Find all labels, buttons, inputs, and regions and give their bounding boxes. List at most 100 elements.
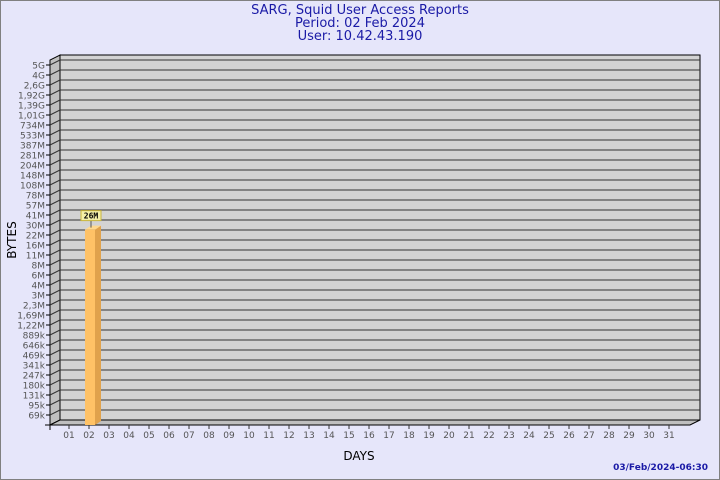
y-tick-label: 1,39G	[18, 102, 45, 112]
x-tick-label: 18	[403, 431, 415, 441]
gridline-side	[49, 329, 61, 336]
floor	[49, 419, 701, 426]
x-tick-label: 29	[623, 431, 635, 441]
x-tick-label: 10	[243, 431, 255, 441]
x-tick-label: 20	[443, 431, 455, 441]
x-tick-label: 01	[63, 431, 74, 441]
y-tick-label: 734M	[20, 122, 45, 132]
data-label-box	[80, 210, 102, 222]
x-tick-label: 03	[103, 431, 114, 441]
x-tick-label: 22	[483, 431, 494, 441]
x-tick-label: 06	[163, 431, 175, 441]
y-tick-label: 1,01G	[18, 112, 45, 122]
x-tick-label: 02	[83, 431, 94, 441]
gridline-side	[49, 409, 61, 416]
y-tick-label: 4G	[32, 72, 45, 82]
gridline-side	[49, 229, 61, 236]
bar-front	[85, 229, 95, 425]
gridline-side	[49, 309, 61, 316]
gridline-side	[49, 299, 61, 306]
x-tick-label: 08	[203, 431, 215, 441]
x-tick-label: 21	[463, 431, 474, 441]
x-tick-label: 16	[363, 431, 375, 441]
gridline-side	[49, 239, 61, 246]
y-tick-label: 108M	[20, 182, 45, 192]
x-tick-label: 31	[663, 431, 674, 441]
gridline-side	[49, 369, 61, 376]
gridline-side	[49, 339, 61, 346]
y-tick-label: 5G	[32, 62, 45, 72]
gridline-side	[49, 59, 61, 66]
y-tick-label: 41M	[26, 212, 45, 222]
gridline-side	[49, 209, 61, 216]
y-tick-label: 889k	[23, 332, 46, 342]
x-tick-label: 15	[343, 431, 354, 441]
y-tick-label: 69k	[28, 412, 45, 422]
y-tick-label: 1,22M	[17, 322, 45, 332]
x-tick-label: 12	[283, 431, 294, 441]
y-tick-label: 247k	[23, 372, 46, 382]
gridline-side	[49, 99, 61, 106]
back-wall	[59, 54, 701, 421]
gridline-side	[49, 69, 61, 76]
gridline-side	[49, 279, 61, 286]
gridline-side	[49, 259, 61, 266]
y-tick-label: 78M	[26, 192, 45, 202]
y-tick-label: 11M	[26, 252, 45, 262]
x-tick-label: 19	[423, 431, 435, 441]
gridline-side	[49, 199, 61, 206]
gridline-side	[49, 79, 61, 86]
gridline-side	[49, 249, 61, 256]
y-tick-label: 1,69M	[17, 312, 45, 322]
gridline-side	[49, 399, 61, 406]
y-tick-label: 131k	[23, 392, 46, 402]
gridline-side	[49, 169, 61, 176]
x-tick-label: 04	[123, 431, 135, 441]
gridline-side	[49, 179, 61, 186]
y-tick-label: 281M	[20, 152, 45, 162]
gridline-side	[49, 269, 61, 276]
y-tick-label: 30M	[26, 222, 45, 232]
gridline-side	[49, 109, 61, 116]
gridline-side	[49, 319, 61, 326]
y-tick-label: 57M	[26, 202, 45, 212]
chart-user: User: 10.42.43.190	[297, 29, 423, 44]
y-tick-label: 2,3M	[23, 302, 45, 312]
gridline-side	[49, 119, 61, 126]
y-tick-label: 6M	[32, 272, 46, 282]
y-tick-label: 95k	[28, 402, 45, 412]
x-tick-label: 09	[223, 431, 235, 441]
y-tick-label: 387M	[20, 142, 45, 152]
y-tick-label: 533M	[20, 132, 45, 142]
y-tick-label: 469k	[23, 352, 46, 362]
x-tick-label: 28	[603, 431, 615, 441]
gridline-side	[49, 289, 61, 296]
x-axis-title: DAYS	[343, 449, 374, 463]
y-tick-label: 4M	[32, 282, 46, 292]
y-tick-label: 22M	[26, 232, 45, 242]
data-label: 26M	[84, 212, 99, 221]
x-tick-label: 27	[583, 431, 594, 441]
gridline-side	[49, 139, 61, 146]
y-tick-label: 341k	[23, 362, 46, 372]
x-tick-label: 13	[303, 431, 314, 441]
y-tick-label: 646k	[23, 342, 46, 352]
y-tick-label: 204M	[20, 162, 45, 172]
y-tick-label: 148M	[20, 172, 45, 182]
y-tick-label: 2,6G	[24, 82, 45, 92]
x-tick-label: 07	[183, 431, 194, 441]
x-tick-label: 30	[643, 431, 655, 441]
bar-top	[85, 225, 101, 230]
gridline-side	[49, 359, 61, 366]
y-tick-label: 180k	[23, 382, 46, 392]
x-tick-label: 25	[543, 431, 554, 441]
y-tick-label: 1,92G	[18, 92, 45, 102]
gridline-side	[49, 389, 61, 396]
x-tick-label: 11	[263, 431, 274, 441]
x-tick-label: 23	[503, 431, 514, 441]
x-tick-label: 05	[143, 431, 154, 441]
chart-period: Period: 02 Feb 2024	[295, 16, 425, 31]
gridline-side	[49, 219, 61, 226]
gridline-side	[49, 129, 61, 136]
